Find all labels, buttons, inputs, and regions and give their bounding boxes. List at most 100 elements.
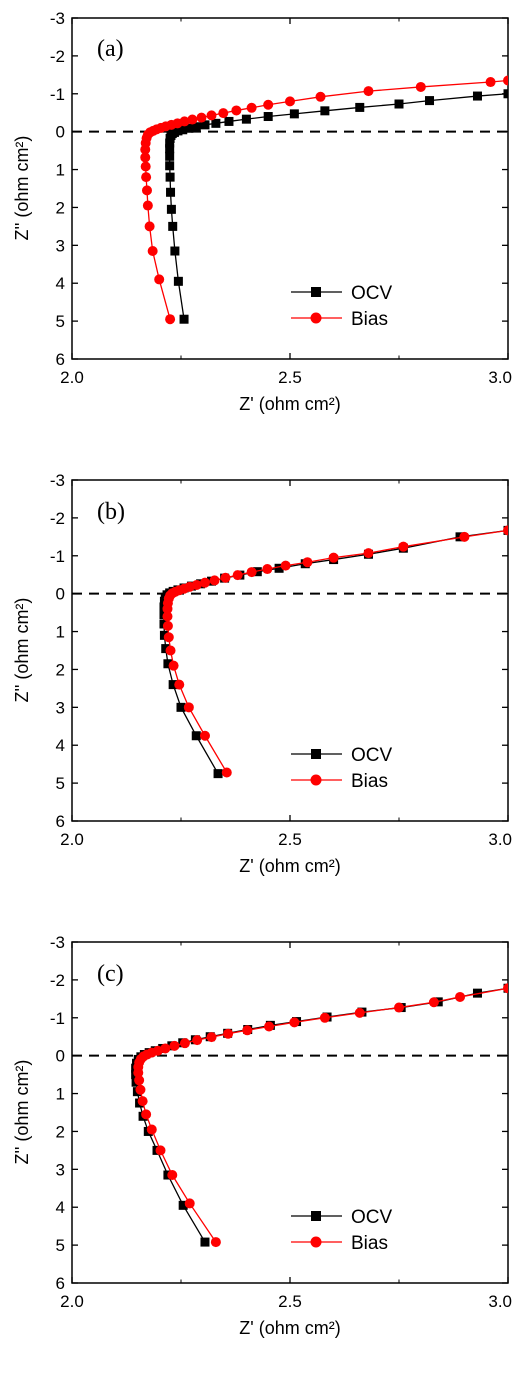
data-point-bias: [134, 1075, 145, 1086]
y-axis-ticks: -3 -2 -1 0 1 2 3 4 5 6: [50, 9, 508, 369]
y-tick-label: -1: [50, 1009, 65, 1028]
x-axis-label: Z' (ohm cm²): [239, 1318, 340, 1338]
y-tick-label: 6: [56, 1274, 65, 1293]
data-point-ocv: [503, 89, 508, 99]
y-tick-label: 0: [56, 123, 65, 142]
data-point-bias: [196, 112, 207, 123]
series-bias: [162, 525, 508, 778]
y-tick-label: -2: [50, 971, 65, 990]
data-point-ocv: [179, 314, 189, 324]
data-point-bias: [242, 1025, 253, 1036]
data-point-ocv: [320, 106, 330, 116]
data-point-ocv: [166, 204, 176, 214]
y-tick-label: 2: [56, 1122, 65, 1141]
data-point-bias: [199, 730, 210, 741]
series-bias: [140, 75, 508, 325]
data-point-bias: [179, 116, 190, 127]
x-tick-label: 2.5: [278, 830, 302, 849]
data-point-bias: [363, 548, 374, 559]
data-point-bias: [165, 645, 176, 656]
x-axis-ticks: 2.0 2.5 3.0: [60, 942, 512, 1311]
data-point-bias: [187, 114, 198, 125]
data-point-ocv: [165, 144, 175, 154]
data-point-bias: [191, 579, 202, 590]
data-point-bias: [428, 997, 439, 1008]
data-point-bias: [302, 557, 313, 568]
series-lines: [159, 525, 508, 779]
x-tick-label: 3.0: [488, 368, 512, 387]
y-axis-label: Z'' (ohm cm²): [12, 598, 32, 703]
y-axis-ticks: -3 -2 -1 0 1 2 3 4 5 6: [50, 933, 508, 1293]
data-point-ocv: [168, 221, 178, 231]
y-tick-label: 5: [56, 774, 65, 793]
panel-label: (a): [97, 36, 124, 62]
data-point-bias: [160, 1043, 171, 1054]
legend-bias-label: Bias: [351, 309, 388, 330]
data-point-ocv: [224, 116, 234, 126]
data-point-ocv: [165, 151, 175, 161]
x-tick-label: 2.0: [60, 368, 84, 387]
legend-ocv-label: OCV: [351, 283, 393, 304]
y-tick-label: 5: [56, 312, 65, 331]
data-point-bias: [174, 679, 185, 690]
y-tick-label: 6: [56, 812, 65, 831]
data-point-ocv: [274, 563, 284, 573]
y-tick-label: 0: [56, 1047, 65, 1066]
data-point-ocv: [263, 112, 273, 122]
y-tick-label: -1: [50, 85, 65, 104]
data-point-bias: [206, 110, 217, 121]
data-point-ocv: [191, 731, 201, 741]
y-tick-label: 3: [56, 236, 65, 255]
data-point-bias: [154, 274, 165, 285]
data-point-bias: [210, 1237, 221, 1248]
data-point-bias: [280, 560, 291, 571]
data-point-bias: [163, 632, 174, 643]
data-point-ocv: [213, 769, 223, 779]
x-axis-label: Z' (ohm cm²): [239, 394, 340, 414]
y-tick-label: -1: [50, 547, 65, 566]
data-point-bias: [146, 1124, 157, 1135]
data-point-ocv: [168, 680, 178, 690]
data-point-ocv: [166, 187, 176, 197]
y-axis-label-text: Z'' (ohm cm²): [12, 1060, 32, 1165]
y-tick-label: 4: [56, 1198, 65, 1217]
data-point-ocv: [191, 122, 201, 132]
y-tick-label: 3: [56, 1160, 65, 1179]
data-point-ocv: [176, 702, 186, 712]
legend-bias-label: Bias: [351, 1233, 388, 1254]
data-point-ocv: [163, 659, 173, 669]
data-point-bias: [232, 570, 243, 581]
data-point-bias: [221, 767, 232, 778]
data-point-bias: [319, 1012, 330, 1023]
y-axis-label: Z'' (ohm cm²): [12, 136, 32, 241]
chart-panel-b: (b) -3 -2 -1 0 1 2 3 4 5 6 2.0 2.5 3.0 OCV Bias Z' …: [12, 471, 512, 876]
data-point-bias: [184, 1198, 195, 1209]
y-tick-label: 6: [56, 350, 65, 369]
legend-ocv-marker: [311, 749, 321, 759]
data-point-ocv: [184, 123, 194, 133]
legend-bias-marker: [310, 774, 322, 786]
legend-bias-marker: [310, 1236, 322, 1248]
series-lines: [131, 983, 508, 1248]
legend-ocv-marker: [311, 287, 321, 297]
legend-bias-marker: [310, 312, 322, 324]
data-point-bias: [503, 75, 508, 86]
x-axis-label: Z' (ohm cm²): [239, 856, 340, 876]
y-tick-label: 4: [56, 274, 65, 293]
data-point-bias: [168, 660, 179, 671]
data-point-bias: [162, 611, 173, 622]
y-tick-label: -3: [50, 9, 65, 28]
data-point-ocv: [161, 644, 171, 654]
data-point-ocv: [178, 125, 188, 135]
x-tick-label: 3.0: [488, 1292, 512, 1311]
data-point-ocv: [200, 120, 210, 130]
data-point-bias: [137, 1096, 148, 1107]
data-point-ocv: [252, 567, 262, 577]
data-point-ocv: [173, 126, 183, 136]
data-point-bias: [209, 575, 220, 586]
data-point-bias: [167, 1170, 178, 1181]
legend-ocv-marker: [311, 1211, 321, 1221]
x-tick-label: 2.5: [278, 368, 302, 387]
data-point-ocv: [355, 102, 365, 112]
